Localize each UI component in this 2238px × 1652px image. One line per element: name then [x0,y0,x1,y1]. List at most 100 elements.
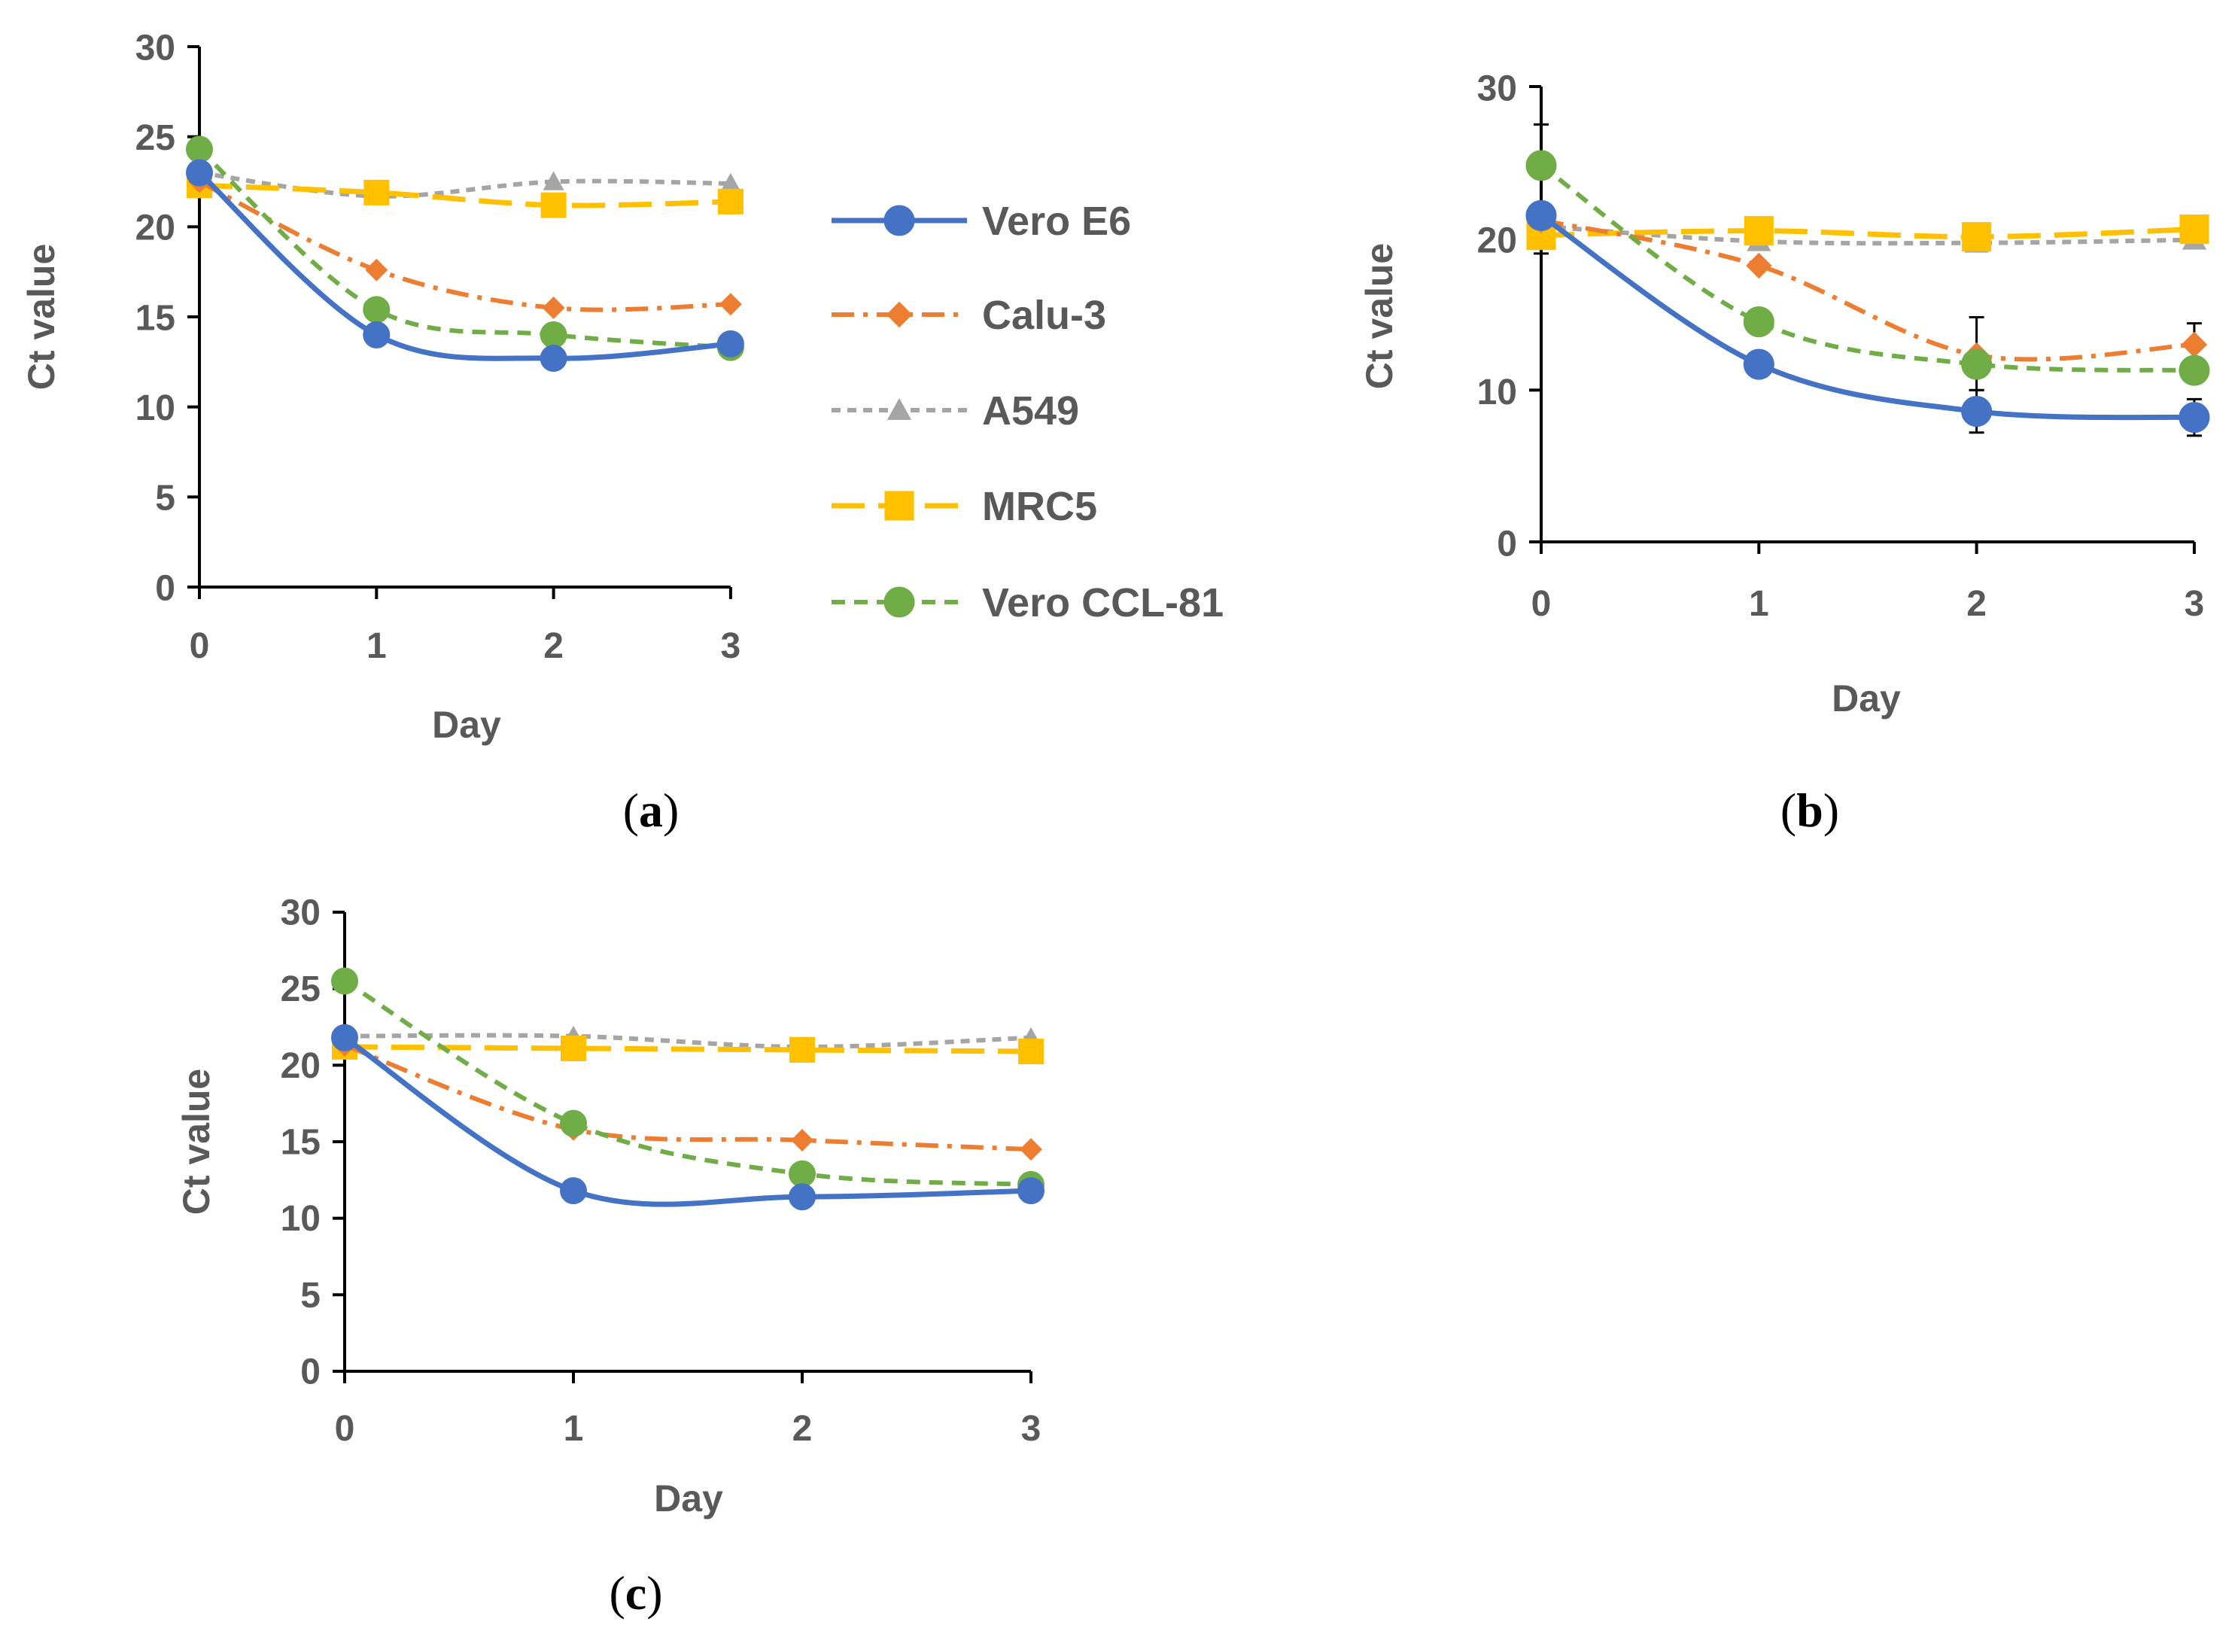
data-point [543,171,564,190]
chart-legend: Vero E6 Calu-3 A549 MRC5 Vero CCL-81 [832,199,1224,625]
series-calu-3-a [188,170,742,320]
series-vero-e6-b [1525,199,2210,434]
series-line [344,1033,1032,1049]
legend-marker [886,301,913,328]
y-tick-label: 0 [155,568,175,608]
data-point [540,192,567,218]
y-tick-label: 0 [1497,525,1517,564]
data-point [1962,222,1992,252]
legend-label: Calu-3 [982,293,1106,338]
data-point [540,345,567,373]
x-tick-label: 1 [564,1409,584,1449]
legend-label: Vero E6 [982,199,1131,244]
x-tick-label: 2 [1966,584,1987,624]
series-mrc5-a [187,172,743,218]
series-vero-ccl-81-b [1525,150,2210,386]
y-tick-label: 15 [281,1123,321,1163]
data-point [1746,252,1772,279]
data-point [1525,199,1557,231]
data-point [363,179,390,205]
data-point [542,297,565,320]
chart-panel-c: 0 5 10 15 20 25 30 0 1 2 3 Day Ct value (c) [175,893,1045,1620]
chart-panel-b: 0 10 20 30 0 1 2 3 Day Ct value (b) [1358,69,2210,837]
data-point [719,293,742,316]
series-line [343,1035,1032,1207]
y-tick-label: 20 [281,1046,321,1086]
x-tick-label: 1 [1749,584,1769,624]
y-tick-label: 30 [135,28,175,68]
y-tick-label: 15 [135,298,175,338]
series-line [1540,213,2194,421]
data-point [331,1024,358,1051]
legend-label: A549 [982,388,1079,434]
data-point [560,1109,587,1137]
legend-entry-vero-e6: Vero E6 [832,199,1131,244]
data-point [719,172,741,193]
panel-label-c: (c) [609,1566,662,1620]
y-tick-label: 30 [281,893,321,933]
y-tick-label: 25 [281,969,321,1009]
data-point [1743,348,1774,380]
data-point [2179,354,2210,386]
legend-marker [884,491,914,521]
series-line [1540,218,2195,362]
x-tick-label: 3 [1021,1409,1041,1449]
data-point [1744,216,1774,246]
chart-panel-a: 0 5 10 15 20 25 30 0 1 2 3 Day Ct value (a) [20,28,744,837]
y-tick-label: 25 [135,118,175,158]
data-point [365,258,388,281]
data-point [560,1177,587,1205]
data-point [363,321,391,348]
x-axis-title-b: Day [1832,677,1901,720]
legend-entry-vero-ccl-81: Vero CCL-81 [832,580,1224,625]
data-point [717,188,743,214]
data-point [561,1035,586,1061]
y-axis-title-b: Ct value [1358,243,1400,390]
data-point [1017,1177,1045,1205]
series-line [199,182,731,208]
series-mrc5-c [332,1033,1044,1065]
x-tick-label: 0 [1531,584,1552,624]
y-axis-title-c: Ct value [175,1069,217,1215]
legend-marker [883,205,915,236]
panel-label-a: (a) [623,783,680,837]
series-vero-e6-a [186,159,744,373]
x-tick-label: 2 [792,1409,813,1449]
y-axis-title-a: Ct value [20,244,62,391]
series-vero-e6-c [331,1024,1045,1211]
y-tick-label: 5 [155,479,175,519]
data-point [2179,402,2210,434]
data-point [791,1128,813,1152]
x-tick-label: 0 [190,626,210,666]
data-point [789,1037,815,1063]
series-line [198,179,731,312]
data-point [1961,348,1993,380]
y-tick-label: 20 [135,208,175,248]
data-point [1020,1138,1042,1161]
series-mrc5-b [1526,214,2209,252]
data-point [1018,1039,1044,1065]
legend-entry-mrc5: MRC5 [832,484,1097,529]
data-point [331,967,358,995]
y-tick-label: 0 [300,1352,321,1392]
legend-label: MRC5 [982,484,1097,529]
series-line [197,170,731,361]
series-line [1540,163,2194,373]
series-line [343,978,1032,1187]
x-tick-label: 3 [721,626,741,666]
series-line [1540,227,2195,240]
data-point [1961,396,1993,427]
series-line [197,148,731,350]
data-point [186,135,213,163]
data-point [2179,214,2209,245]
y-tick-label: 30 [1477,69,1517,109]
x-axis-title-a: Day [432,704,501,746]
x-tick-label: 1 [366,626,387,666]
x-tick-label: 0 [335,1409,355,1449]
data-point [540,321,567,348]
data-point [363,296,391,324]
data-point [1525,150,1557,181]
series-line [343,1043,1032,1152]
data-point [789,1160,816,1188]
x-tick-label: 2 [543,626,564,666]
